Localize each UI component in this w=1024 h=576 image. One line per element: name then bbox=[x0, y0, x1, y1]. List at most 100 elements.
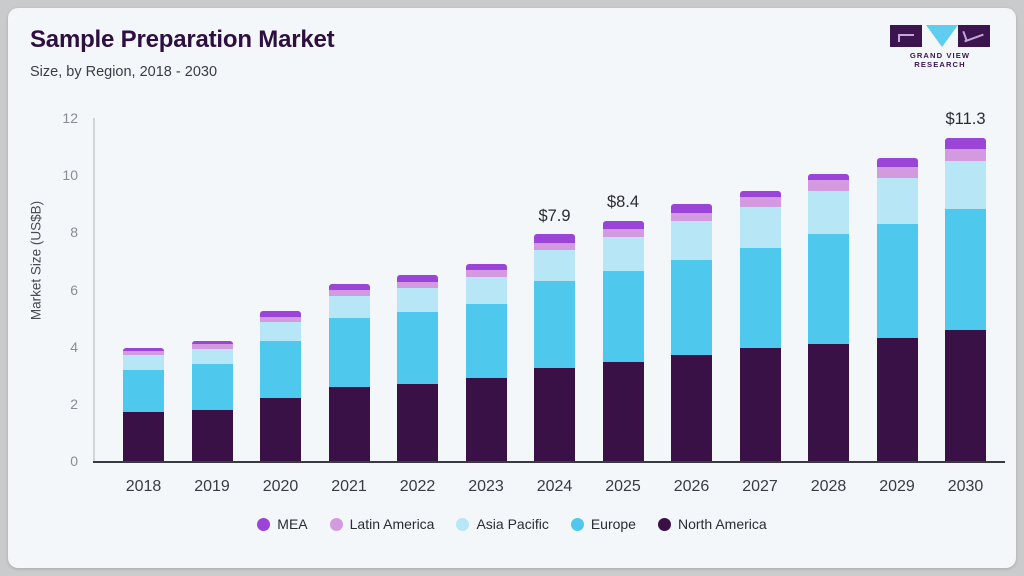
bar-2028[interactable] bbox=[808, 173, 849, 461]
bar-segment-latin-america[interactable] bbox=[260, 316, 301, 323]
bar-segment-north-america[interactable] bbox=[465, 378, 507, 461]
bar-segment-europe[interactable] bbox=[534, 280, 575, 369]
bar-segment-asia-pacific[interactable] bbox=[945, 161, 986, 210]
bar-value-label-2024: $7.9 bbox=[538, 207, 571, 226]
bar-2019[interactable] bbox=[191, 341, 233, 461]
bar-segment-europe[interactable] bbox=[260, 340, 301, 399]
bar-segment-mea[interactable] bbox=[260, 310, 301, 317]
bar-segment-asia-pacific[interactable] bbox=[260, 322, 301, 341]
legend-label-mea: MEA bbox=[277, 516, 308, 532]
bar-segment-europe[interactable] bbox=[602, 270, 644, 363]
bar-segment-latin-america[interactable] bbox=[876, 166, 918, 179]
bar-segment-mea[interactable] bbox=[534, 234, 575, 243]
legend-item-north-america[interactable]: North America bbox=[657, 516, 767, 532]
bar-2022[interactable] bbox=[397, 275, 438, 461]
bar-segment-europe[interactable] bbox=[876, 223, 918, 339]
legend-item-europe[interactable]: Europe bbox=[570, 516, 636, 532]
bar-segment-north-america[interactable] bbox=[260, 398, 301, 461]
bar-segment-latin-america[interactable] bbox=[123, 350, 164, 356]
bar-segment-north-america[interactable] bbox=[602, 362, 644, 461]
bar-segment-mea[interactable] bbox=[671, 203, 712, 213]
bar-2030[interactable] bbox=[945, 138, 986, 461]
bar-segment-europe[interactable] bbox=[739, 248, 781, 349]
bar-segment-north-america[interactable] bbox=[123, 412, 164, 461]
bar-segment-asia-pacific[interactable] bbox=[876, 178, 918, 224]
bar-segment-north-america[interactable] bbox=[808, 343, 849, 461]
bar-segment-asia-pacific[interactable] bbox=[808, 190, 849, 234]
x-axis-tick-2027: 2027 bbox=[742, 478, 778, 495]
bar-segment-north-america[interactable] bbox=[876, 338, 918, 461]
bar-segment-mea[interactable] bbox=[328, 283, 370, 291]
bar-segment-europe[interactable] bbox=[945, 209, 986, 330]
bar-segment-latin-america[interactable] bbox=[808, 180, 849, 191]
bar-2025[interactable] bbox=[602, 220, 644, 461]
legend-item-latin-america[interactable]: Latin America bbox=[329, 516, 434, 532]
bar-2024[interactable] bbox=[534, 234, 575, 461]
bar-segment-latin-america[interactable] bbox=[191, 344, 233, 349]
legend-swatch-latin-america-icon bbox=[329, 517, 343, 531]
legend-swatch-north-america-icon bbox=[657, 517, 671, 531]
bar-segment-mea[interactable] bbox=[808, 173, 849, 181]
bar-segment-asia-pacific[interactable] bbox=[328, 295, 370, 319]
bar-segment-mea[interactable] bbox=[739, 190, 781, 197]
bar-segment-asia-pacific[interactable] bbox=[397, 287, 438, 313]
bar-segment-asia-pacific[interactable] bbox=[671, 220, 712, 260]
legend-item-asia-pacific[interactable]: Asia Pacific bbox=[456, 516, 549, 532]
bar-segment-asia-pacific[interactable] bbox=[534, 250, 575, 281]
bar-segment-mea[interactable] bbox=[602, 220, 644, 229]
bar-segment-north-america[interactable] bbox=[328, 386, 370, 461]
bar-2021[interactable] bbox=[328, 283, 370, 461]
bar-2023[interactable] bbox=[465, 263, 507, 461]
legend-label-asia-pacific: Asia Pacific bbox=[476, 516, 549, 532]
bar-segment-north-america[interactable] bbox=[945, 329, 986, 461]
x-axis-tick-2020: 2020 bbox=[262, 478, 299, 495]
bar-segment-europe[interactable] bbox=[328, 318, 370, 387]
bar-value-label-2025: $8.4 bbox=[606, 192, 640, 211]
x-axis-tick-2023: 2023 bbox=[468, 478, 504, 495]
bar-segment-latin-america[interactable] bbox=[602, 228, 644, 237]
x-axis-tick-2019: 2019 bbox=[194, 478, 230, 495]
y-axis-tick-4: 4 bbox=[70, 338, 78, 355]
x-axis-line bbox=[93, 461, 1005, 463]
bar-segment-mea[interactable] bbox=[945, 138, 986, 150]
bar-segment-europe[interactable] bbox=[397, 312, 438, 384]
bar-segment-europe[interactable] bbox=[123, 369, 164, 413]
bar-2029[interactable] bbox=[876, 158, 918, 461]
bar-2018[interactable] bbox=[123, 348, 164, 461]
logo-marks bbox=[886, 25, 994, 47]
bar-segment-asia-pacific[interactable] bbox=[191, 348, 233, 364]
bar-segment-latin-america[interactable] bbox=[671, 212, 712, 221]
bar-segment-latin-america[interactable] bbox=[739, 196, 781, 207]
bar-segment-latin-america[interactable] bbox=[945, 149, 986, 162]
bar-segment-asia-pacific[interactable] bbox=[602, 236, 644, 271]
bar-segment-mea[interactable] bbox=[876, 158, 918, 167]
x-axis-tick-2029: 2029 bbox=[879, 478, 915, 495]
bar-segment-mea[interactable] bbox=[465, 263, 507, 270]
bar-segment-latin-america[interactable] bbox=[328, 290, 370, 296]
bar-segment-asia-pacific[interactable] bbox=[123, 355, 164, 370]
bar-segment-north-america[interactable] bbox=[671, 355, 712, 461]
bar-segment-north-america[interactable] bbox=[534, 368, 575, 461]
bar-segment-latin-america[interactable] bbox=[465, 269, 507, 277]
bar-segment-mea[interactable] bbox=[397, 275, 438, 282]
bar-segment-asia-pacific[interactable] bbox=[465, 276, 507, 304]
bar-2026[interactable] bbox=[671, 203, 712, 461]
bar-segment-europe[interactable] bbox=[671, 259, 712, 356]
bar-segment-europe[interactable] bbox=[465, 303, 507, 379]
bar-2027[interactable] bbox=[739, 190, 781, 461]
logo-triangle-icon bbox=[926, 25, 958, 47]
bar-segment-latin-america[interactable] bbox=[534, 242, 575, 251]
bar-segment-mea[interactable] bbox=[191, 341, 233, 345]
bar-segment-north-america[interactable] bbox=[191, 409, 233, 461]
bar-segment-latin-america[interactable] bbox=[397, 281, 438, 288]
legend-item-mea[interactable]: MEA bbox=[257, 516, 308, 532]
legend-swatch-asia-pacific-icon bbox=[456, 517, 470, 531]
bar-2020[interactable] bbox=[260, 310, 301, 461]
bar-segment-europe[interactable] bbox=[808, 233, 849, 344]
bar-segment-north-america[interactable] bbox=[397, 383, 438, 461]
bar-segment-north-america[interactable] bbox=[739, 348, 781, 461]
y-axis-line bbox=[93, 118, 95, 461]
bar-segment-asia-pacific[interactable] bbox=[739, 206, 781, 249]
bar-segment-europe[interactable] bbox=[191, 363, 233, 410]
bar-segment-mea[interactable] bbox=[123, 348, 164, 351]
